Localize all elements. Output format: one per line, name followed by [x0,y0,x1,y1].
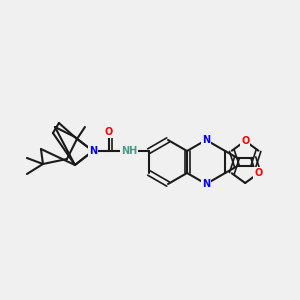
Text: N: N [202,179,210,189]
Text: O: O [254,168,262,178]
Text: N: N [202,179,210,189]
Text: N: N [202,135,210,145]
Text: N: N [202,135,210,145]
Text: O: O [241,136,249,146]
Text: O: O [105,127,113,137]
Text: NH: NH [121,146,137,156]
Text: O: O [241,136,249,146]
Text: O: O [105,127,113,137]
Text: N: N [89,146,97,156]
Text: NH: NH [121,146,137,156]
Text: O: O [254,168,262,178]
